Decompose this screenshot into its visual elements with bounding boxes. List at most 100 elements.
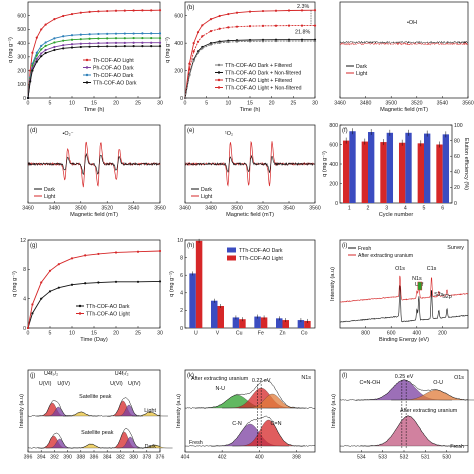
legend-label: Th-COF-AO Light: [93, 58, 134, 64]
peak-label: C=N-OH: [359, 380, 380, 386]
shift-label: 0.22 eV: [252, 378, 271, 384]
data-point: [114, 32, 118, 35]
x-tick-label: 384: [103, 455, 112, 461]
data-point: [313, 9, 317, 12]
data-point: [274, 39, 278, 43]
data-point: [261, 24, 265, 27]
x-tick-label: 398: [292, 455, 301, 461]
x-tick-label: 5: [423, 206, 426, 212]
data-point: [106, 37, 109, 40]
spectrum-label: Fresh: [450, 444, 464, 450]
y-tick-label: 8: [23, 267, 26, 273]
data-point: [218, 27, 221, 30]
bar-elution: [424, 133, 431, 203]
x-tick-label: 4: [404, 206, 407, 212]
data-point: [300, 9, 304, 12]
shift-label: 0.25 eV: [395, 374, 414, 380]
data-point: [158, 41, 162, 44]
x-tick-label: 3500: [385, 101, 397, 107]
data-point: [136, 250, 140, 253]
data-point: [40, 52, 43, 55]
data-point: [150, 36, 153, 40]
x-tick-label: Cu: [236, 331, 243, 337]
data-point: [209, 18, 213, 21]
x-tick-label: 5: [49, 101, 52, 107]
data-point: [40, 297, 43, 300]
species-annotation: •O₂⁻: [62, 131, 73, 137]
y2-tick-label: 80: [454, 138, 460, 144]
x-tick-label: 3480: [205, 206, 217, 212]
data-point: [70, 38, 74, 41]
data-point: [97, 32, 100, 36]
data-point: [88, 42, 91, 45]
x-tick-label: 388: [76, 455, 85, 461]
x-tick-label: Zn: [279, 331, 285, 337]
data-point: [44, 44, 47, 47]
y-axis-label: q (mg g⁻¹): [322, 151, 328, 177]
x-tick-label: 2: [367, 206, 370, 212]
x-tick-label: 3520: [257, 206, 269, 212]
data-point: [132, 45, 135, 48]
data-point: [88, 45, 91, 48]
y-axis-label: Intensity (a.u): [331, 394, 337, 428]
data-point: [274, 24, 278, 27]
fitted-peak: [116, 436, 145, 449]
legend-label: TTh-COF-AO Light: [86, 311, 130, 317]
data-point: [44, 23, 47, 26]
fitted-peak: [360, 415, 457, 447]
x-tick-label: 3560: [154, 206, 166, 212]
plot-frame-f: [339, 124, 453, 204]
x-tick-label: 390: [63, 455, 72, 461]
legend-label: Light: [201, 194, 213, 200]
legend-marker: [85, 66, 89, 69]
x-tick-label: 3540: [437, 101, 449, 107]
data-point: [132, 41, 135, 44]
x-tick-label: 3480: [360, 101, 372, 107]
x-tick-label: 530: [442, 455, 451, 461]
y-tick-label: 600: [174, 14, 183, 20]
x-tick-label: 0: [184, 101, 187, 107]
data-point: [188, 62, 191, 65]
y-tick-label: 400: [17, 41, 26, 47]
x-tick-label: 0: [27, 101, 30, 107]
y2-tick-label: 100: [454, 123, 463, 129]
data-point: [40, 281, 43, 284]
data-point: [26, 96, 30, 100]
data-point: [48, 269, 52, 272]
data-point: [57, 263, 60, 266]
data-point: [31, 303, 34, 306]
chart-title: O1s: [454, 375, 464, 381]
legend-marker: [217, 86, 221, 89]
data-point: [70, 34, 74, 37]
peak-label: S2p: [442, 294, 452, 300]
data-point: [70, 257, 74, 260]
legend-label: Fresh: [358, 246, 371, 252]
bar-dark: [276, 318, 283, 328]
y-tick-label: 0: [180, 326, 183, 332]
x-tick-label: 1: [348, 206, 351, 212]
bar-light: [260, 317, 268, 328]
data-point: [114, 45, 118, 48]
x-tick-label: 3480: [49, 206, 61, 212]
legend-label: TTh-COF-AO Dark: [93, 80, 137, 86]
peak-label: S2s: [434, 292, 444, 298]
panel-letter: (e): [187, 128, 194, 134]
x-tick-label: 394: [37, 455, 46, 461]
data-point: [209, 43, 213, 46]
x-tick-label: 600: [387, 331, 396, 337]
data-point: [196, 51, 200, 54]
bar-dark: [189, 273, 196, 328]
data-point: [158, 32, 162, 35]
legend-label: Dark: [356, 64, 367, 70]
annotation-percent: 2.3%: [297, 4, 309, 10]
data-point: [209, 29, 213, 33]
legend-marker: [85, 81, 89, 84]
x-tick-label: Fe: [258, 331, 264, 337]
legend-label: TTh-COF-AO Dark + Non-filtered: [225, 70, 301, 76]
bar-light: [195, 240, 203, 328]
data-point: [300, 24, 304, 27]
y-tick-label: 200: [17, 68, 26, 74]
raw-spectrum: [27, 428, 161, 449]
data-point: [183, 96, 187, 100]
